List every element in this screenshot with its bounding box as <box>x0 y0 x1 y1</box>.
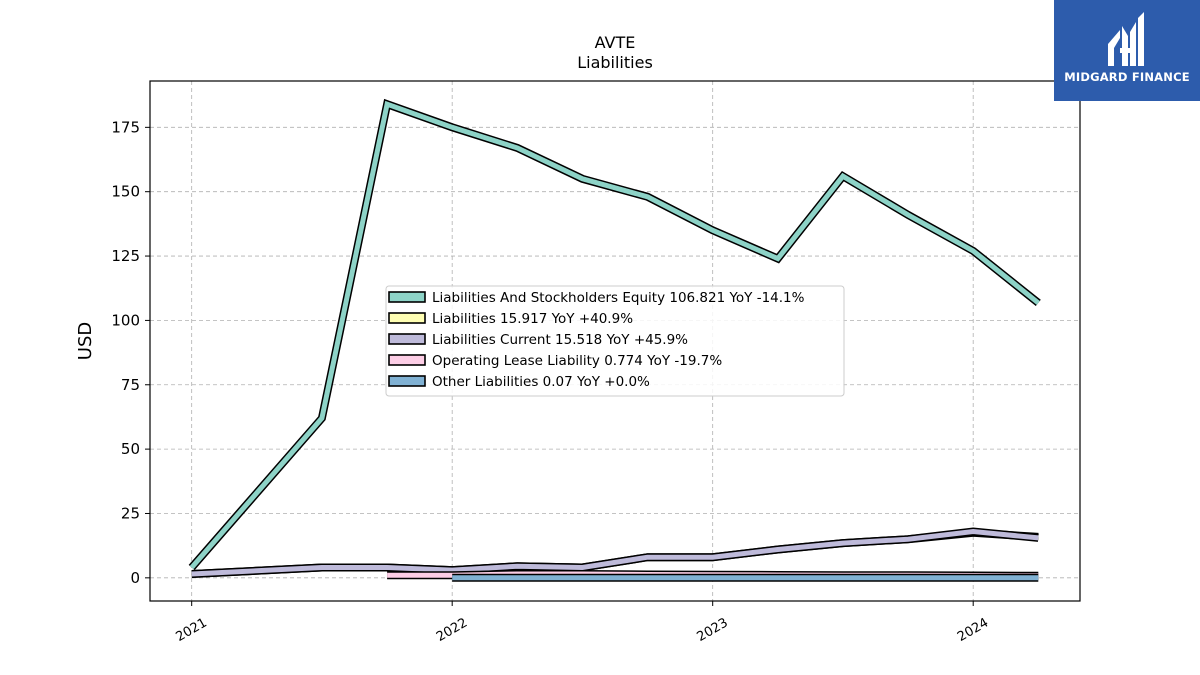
legend: Liabilities And Stockholders Equity 106.… <box>385 285 845 397</box>
brand-name: MIDGARD FINANCE <box>1064 70 1190 84</box>
legend-entry: Other Liabilities 0.07 YoY +0.0% <box>432 374 650 390</box>
x-axis: 2021 2022 2023 2024 <box>174 601 991 645</box>
y-axis-label: USD <box>75 322 96 360</box>
legend-entry: Liabilities And Stockholders Equity 106.… <box>432 290 805 306</box>
x-tick-label: 2024 <box>955 615 991 645</box>
chart-subtitle: Liabilities <box>577 53 653 72</box>
legend-entry: Liabilities 15.917 YoY +40.9% <box>432 311 633 327</box>
series-line <box>191 528 1039 577</box>
x-tick-label: 2023 <box>695 615 731 645</box>
legend-entry: Operating Lease Liability 0.774 YoY -19.… <box>432 353 722 369</box>
legend-swatch <box>388 333 426 345</box>
plot-frame <box>149 80 1081 602</box>
brand-logo: MIDGARD FINANCE <box>1054 0 1200 101</box>
series-2 <box>191 527 1039 578</box>
y-tick-label: 175 <box>111 118 140 136</box>
legend-swatch <box>388 354 426 366</box>
y-tick-label: 25 <box>121 504 140 522</box>
mf-logo-icon <box>1108 12 1144 66</box>
y-tick-label: 125 <box>111 247 140 265</box>
y-tick-label: 150 <box>111 183 140 201</box>
legend-entry: Liabilities Current 15.518 YoY +45.9% <box>432 332 688 348</box>
series-0 <box>188 98 1041 571</box>
series-line <box>189 100 1040 570</box>
legend-swatch <box>388 375 426 387</box>
x-tick-label: 2021 <box>174 615 210 645</box>
legend-box <box>385 285 845 397</box>
y-axis: 0 25 50 75 100 125 150 175 <box>111 118 150 587</box>
legend-swatch <box>388 312 426 324</box>
series-layer <box>188 98 1041 582</box>
y-tick-label: 100 <box>111 311 140 329</box>
legend-swatch <box>388 291 426 303</box>
x-tick-label: 2022 <box>434 615 470 645</box>
y-tick-label: 75 <box>121 376 140 394</box>
y-tick-label: 0 <box>130 569 140 587</box>
chart-title: AVTE <box>595 33 636 52</box>
y-tick-label: 50 <box>121 440 140 458</box>
